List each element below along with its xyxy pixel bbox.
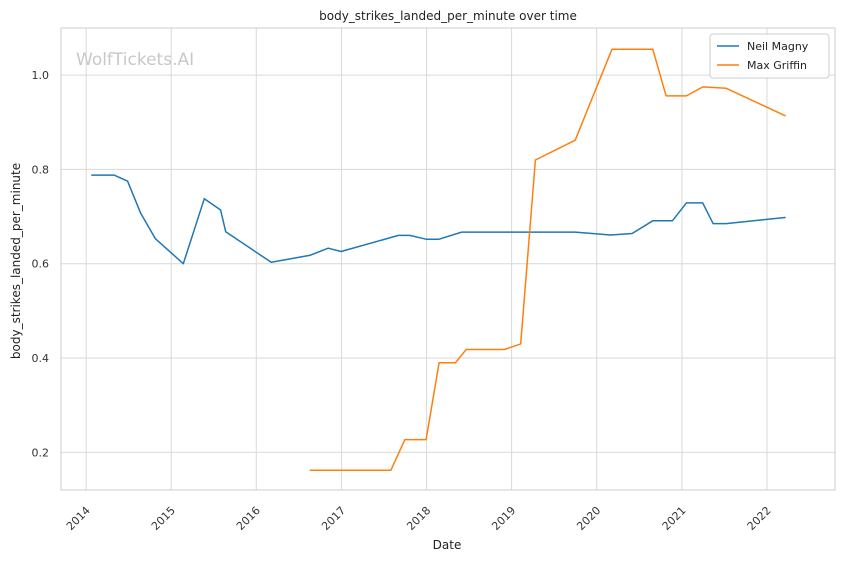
x-axis-title: Date [433,538,462,552]
chart-title: body_strikes_landed_per_minute over time [319,9,577,23]
y-tick-label: 0.2 [32,446,50,459]
y-tick-label: 0.4 [32,352,50,365]
y-axis-title: body_strikes_landed_per_minute [9,163,23,359]
plot-frame [60,27,836,491]
y-tick-label: 1.0 [32,69,50,82]
y-tick-label: 0.8 [32,163,50,176]
series-layer [91,48,786,471]
y-tick-label: 0.6 [32,258,50,271]
legend: Neil Magny Max Griffin [709,33,830,79]
legend-label: Neil Magny [747,40,809,53]
legend-label: Max Griffin [747,59,807,72]
plot-area [61,28,835,490]
grid [61,28,835,490]
legend-box [709,33,830,79]
series-line-max-griffin [309,48,786,471]
series-line-neil-magny [91,174,786,265]
watermark: WolfTickets.AI [76,50,194,70]
y-axis: 0.2 0.4 0.6 0.8 1.0 [32,69,50,459]
